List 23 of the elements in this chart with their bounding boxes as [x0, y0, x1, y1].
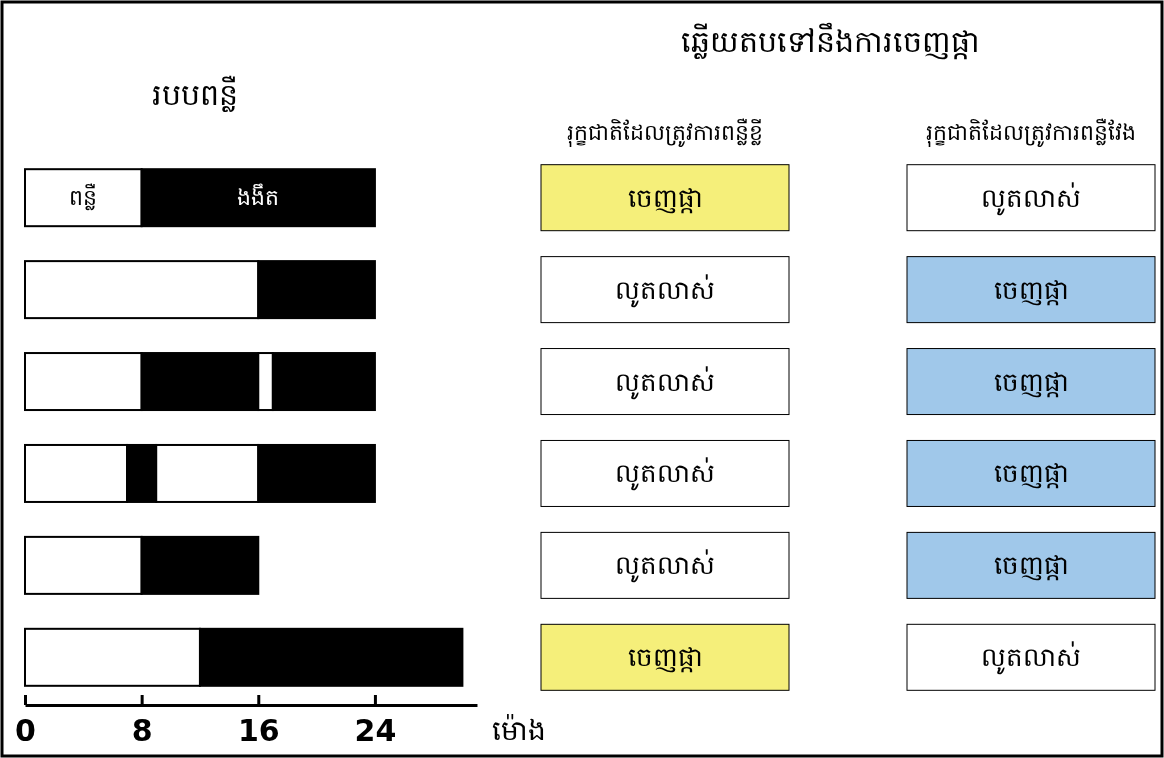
text: លូតលាស់: [615, 273, 715, 308]
text: រុក្ខជាតិដែលត្រូវការពន្លឺខ្លី: [567, 118, 763, 147]
series-label: ពន្លឺ: [69, 183, 98, 212]
chart-title: របបពន្លឺ: [152, 75, 238, 113]
x-tick-label: 0: [15, 713, 36, 748]
text: ចេញផ្កា: [993, 458, 1069, 490]
x-tick-label: 24: [354, 713, 397, 748]
text: លូតលាស់: [981, 641, 1081, 676]
text: ចេញផ្កា: [993, 550, 1069, 582]
text: លូតលាស់: [615, 457, 715, 492]
text: ចេញផ្កា: [993, 366, 1069, 398]
x-tick-label: 16: [237, 713, 280, 748]
text: រុក្ខជាតិដែលត្រូវការពន្លឺវែង: [926, 118, 1136, 147]
text: លូតលាស់: [615, 365, 715, 400]
text: ចេញផ្កា: [993, 274, 1069, 306]
series-label: ងងឹត: [237, 183, 280, 211]
x-tick-label: 8: [131, 713, 153, 748]
x-axis-title: ម៉ោង: [491, 713, 546, 747]
text: ចេញផ្កា: [627, 642, 703, 674]
text: ចេញផ្កា: [627, 182, 703, 214]
text: លូតលាស់: [981, 181, 1081, 216]
text: លូតលាស់: [615, 549, 715, 584]
text: ឆ្លើយតបទៅនឹងការចេញផ្កា: [680, 22, 980, 60]
